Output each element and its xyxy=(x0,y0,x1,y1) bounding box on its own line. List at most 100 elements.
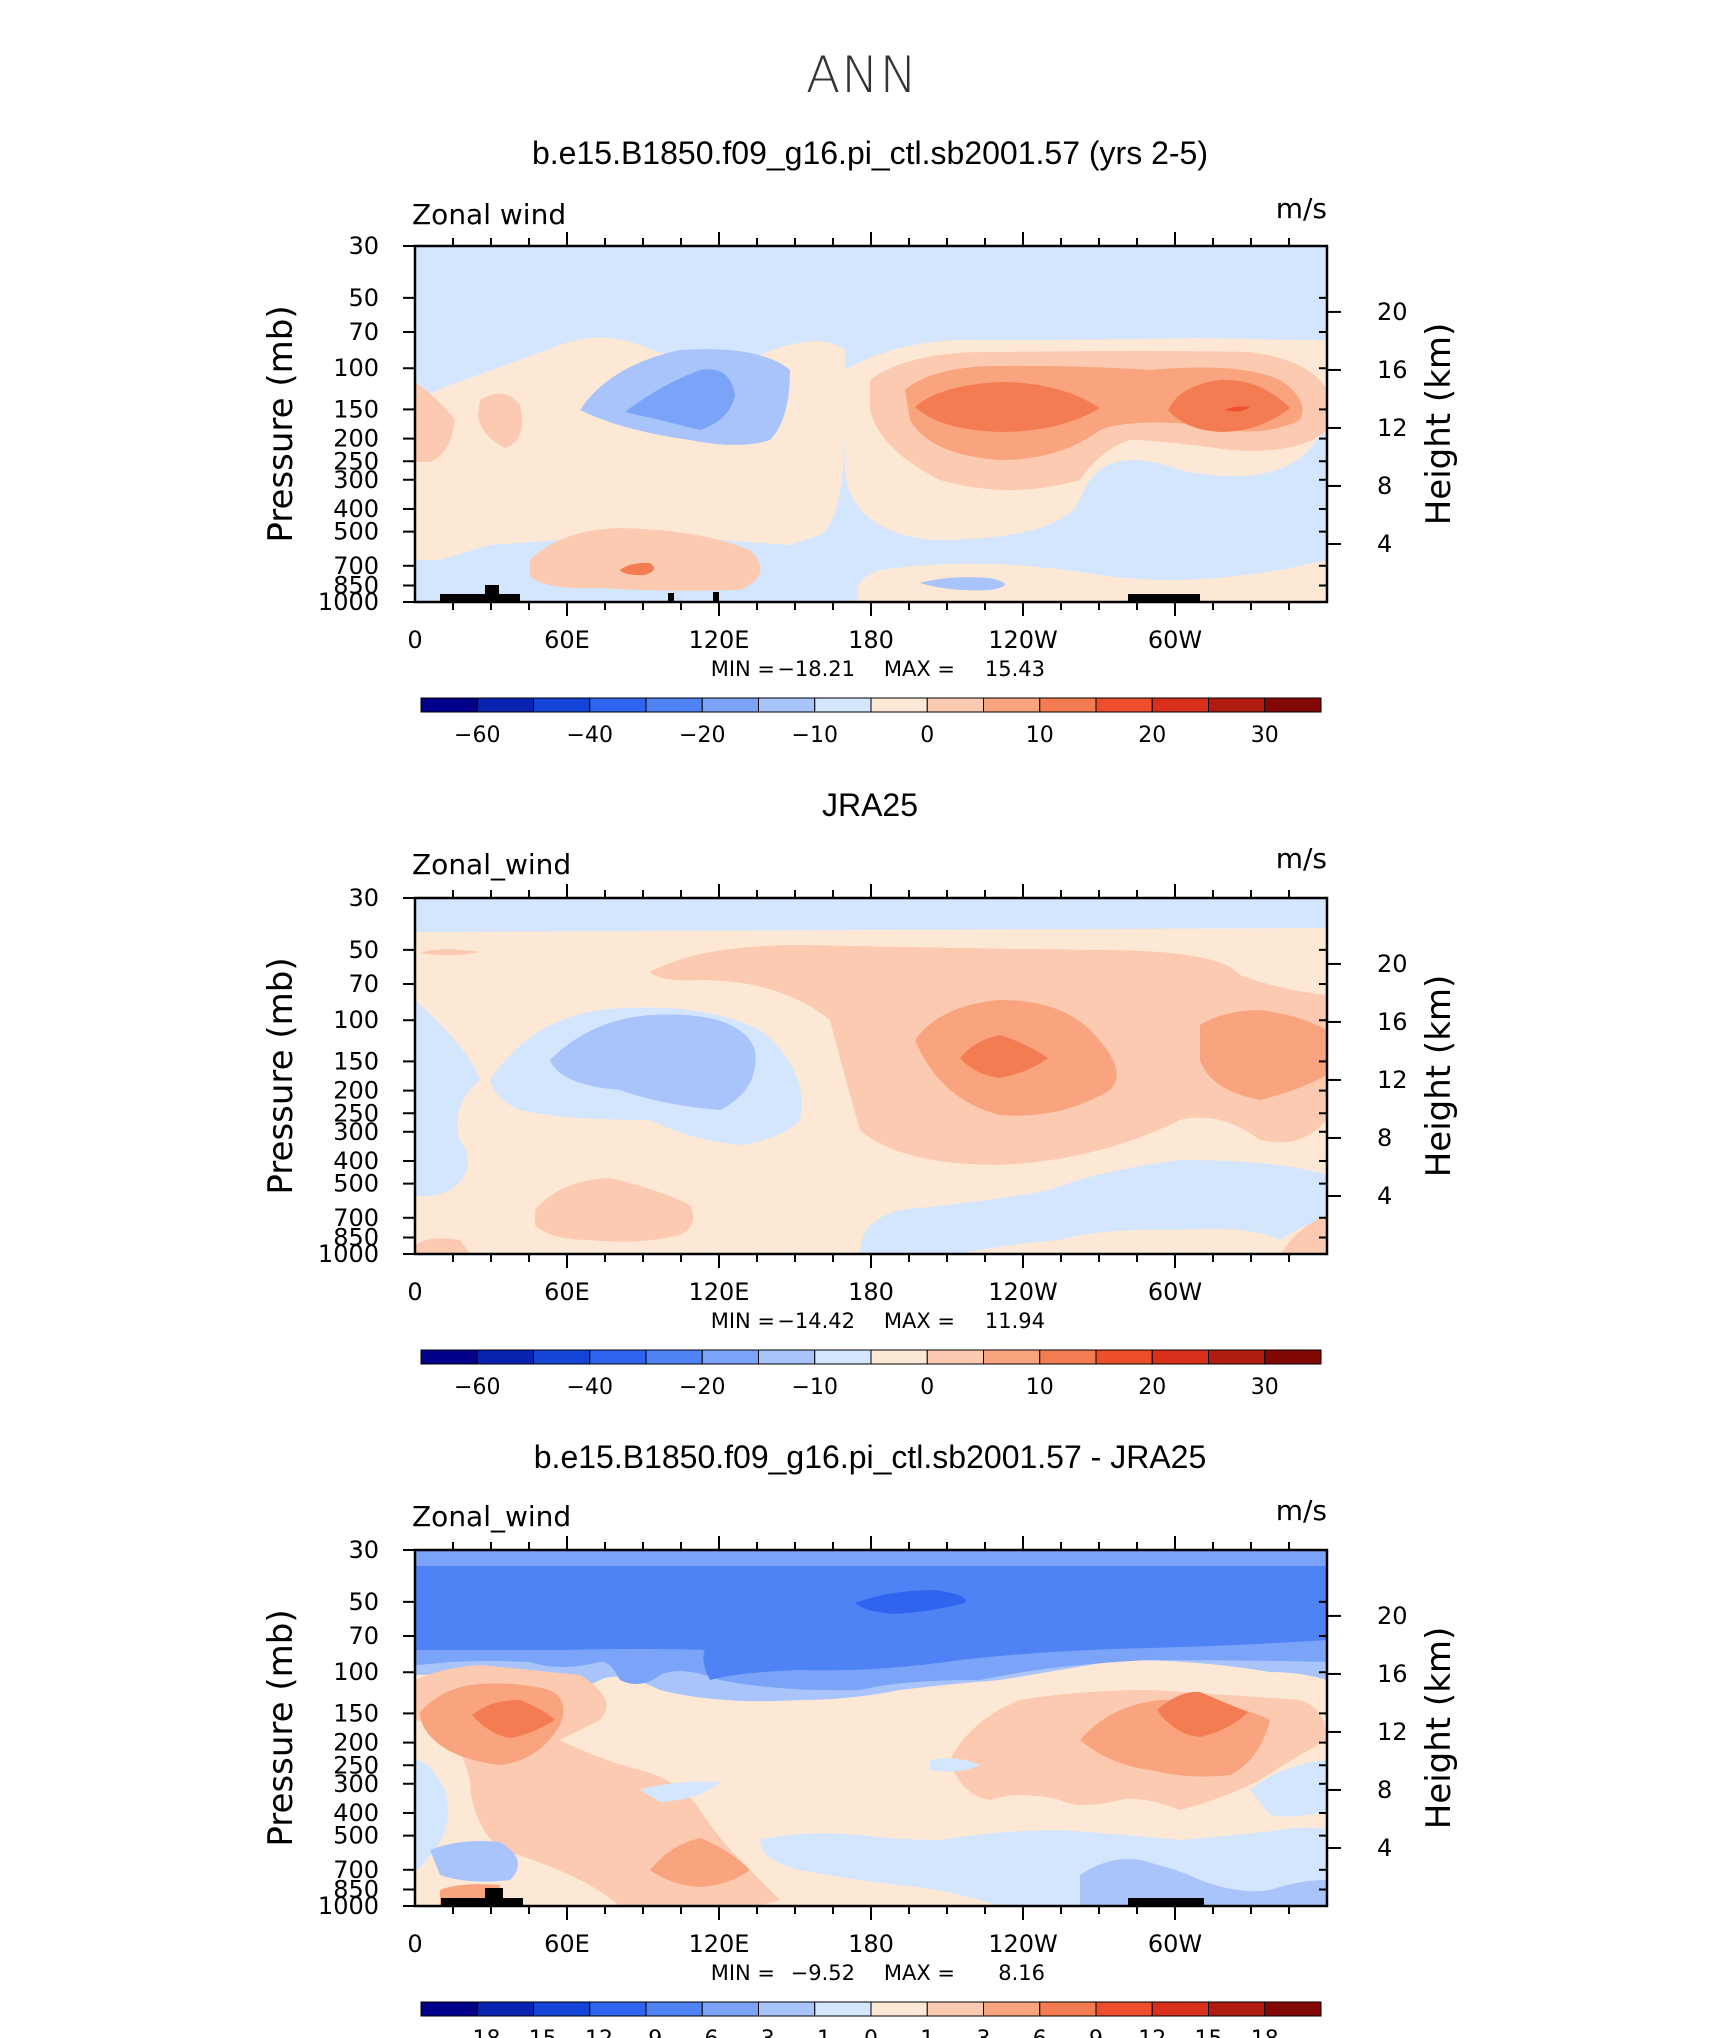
contour-fill xyxy=(650,1838,750,1887)
x-tick-label: 60E xyxy=(544,626,590,654)
colorbar-swatch xyxy=(533,1349,591,1365)
x-tick-label: 120E xyxy=(689,1278,750,1306)
colorbar-tick-label: −1 xyxy=(799,2027,831,2038)
contour-fill xyxy=(415,1238,470,1254)
contour-fill xyxy=(1250,1760,1327,1817)
y-tick-label: 200 xyxy=(333,1729,379,1757)
y-tick-label: 400 xyxy=(333,495,379,523)
y-tick-label: 1000 xyxy=(318,588,379,616)
land-mask xyxy=(1128,594,1200,602)
y-tick-label: 150 xyxy=(333,1047,379,1075)
contour-fill xyxy=(625,369,735,430)
colorbar-tick-label: 3 xyxy=(977,2027,991,2038)
max-value: 15.43 xyxy=(985,657,1045,681)
figure-title: ANN xyxy=(806,46,918,104)
axes: 0 60E 120E 180 120W 60W3050701001502002503004… xyxy=(318,1536,1408,1958)
x-tick-label: 60W xyxy=(1148,626,1202,654)
contour-field xyxy=(415,898,1327,1254)
y-tick-label: 30 xyxy=(348,232,379,260)
y2-tick-label: 4 xyxy=(1377,1834,1392,1862)
colorbar-tick-label: −9 xyxy=(630,2027,662,2038)
colorbar-swatch xyxy=(589,2001,647,2017)
y-tick-label: 200 xyxy=(333,425,379,453)
colorbar-tick-label: −10 xyxy=(792,1375,838,1400)
x-tick-label: 180 xyxy=(848,1930,894,1958)
contour-fill xyxy=(478,393,523,448)
colorbar-swatch xyxy=(926,1349,984,1365)
colorbar-swatch xyxy=(533,697,591,713)
colorbar-tick-label: −40 xyxy=(567,1375,613,1400)
contour-field xyxy=(415,1550,1327,1906)
y-tick-label: 250 xyxy=(333,1099,379,1127)
y-tick-label: 50 xyxy=(348,1588,379,1616)
y-tick-label: 400 xyxy=(333,1799,379,1827)
colorbar-swatch xyxy=(420,1349,478,1365)
y-tick-label: 50 xyxy=(348,284,379,312)
colorbar-swatch xyxy=(1264,697,1322,713)
contour-fill xyxy=(1225,406,1250,412)
colorbar-tick-label: 18 xyxy=(1251,2027,1279,2038)
colorbar-tick-label: 9 xyxy=(1089,2027,1103,2038)
colorbar-swatch xyxy=(476,697,534,713)
colorbar-swatch xyxy=(476,2001,534,2017)
y-tick-label: 700 xyxy=(333,1856,379,1884)
min-value: −18.21 xyxy=(777,657,855,681)
colorbar: −18 −15 −12 −9 −6 −3 −1 0 1 3 6 9 12 15 18 xyxy=(420,2001,1322,2038)
panel-difference: b.e15.B1850.f09_g16.pi_ctl.sb2001.57 - J… xyxy=(261,1439,1459,2038)
y-tick-label: 250 xyxy=(333,1751,379,1779)
colorbar-swatch xyxy=(983,2001,1041,2017)
units-label: m/s xyxy=(1276,192,1327,225)
colorbar-tick-label: −3 xyxy=(742,2027,774,2038)
max-label: MAX = xyxy=(884,1961,955,1985)
colorbar-tick-label: 0 xyxy=(920,723,934,748)
x-tick-label: 0 xyxy=(407,1930,422,1958)
colorbar-swatch xyxy=(983,697,1041,713)
colorbar-swatch xyxy=(701,2001,759,2017)
contour-fill xyxy=(535,1178,694,1242)
colorbar-tick-label: −20 xyxy=(679,723,725,748)
colorbar-swatch xyxy=(645,1349,703,1365)
colorbar-tick-label: 0 xyxy=(864,2027,878,2038)
y2-axis-title: Height (km) xyxy=(1419,975,1459,1178)
y-tick-label: 70 xyxy=(348,1622,379,1650)
y2-tick-label: 4 xyxy=(1377,530,1392,558)
max-label: MAX = xyxy=(884,1309,955,1333)
y-axis-title: Pressure (mb) xyxy=(261,957,301,1194)
contour-field xyxy=(415,246,1327,602)
colorbar-tick-label: −60 xyxy=(454,723,500,748)
land-mask xyxy=(668,593,674,602)
y-tick-label: 700 xyxy=(333,552,379,580)
y-tick-label: 850 xyxy=(333,572,379,600)
colorbar-tick-label: 10 xyxy=(1026,1375,1054,1400)
colorbar-swatch xyxy=(1208,1349,1266,1365)
colorbar-swatch xyxy=(1095,2001,1153,2017)
contour-fill xyxy=(1168,379,1290,432)
contour-fill xyxy=(415,898,1327,932)
colorbar-swatch xyxy=(870,1349,928,1365)
y-tick-label: 500 xyxy=(333,1822,379,1850)
colorbar-tick-label: 15 xyxy=(1195,2027,1223,2038)
panel-title: JRA25 xyxy=(822,787,918,823)
x-tick-label: 180 xyxy=(848,626,894,654)
land-mask xyxy=(485,1888,503,1898)
colorbar-swatch xyxy=(1208,2001,1266,2017)
contour-fill xyxy=(430,1841,518,1882)
axes: 0 60E 120E 180 120W 60W3050701001502002503004… xyxy=(318,232,1408,654)
colorbar-tick-label: 20 xyxy=(1138,723,1166,748)
y-tick-label: 1000 xyxy=(318,1892,379,1920)
y-tick-label: 500 xyxy=(333,518,379,546)
x-tick-label: 60E xyxy=(544,1278,590,1306)
axes: 0 60E 120E 180 120W 60W3050701001502002503004… xyxy=(318,884,1408,1306)
y2-tick-label: 4 xyxy=(1377,1182,1392,1210)
y2-axis-title: Height (km) xyxy=(1419,323,1459,526)
colorbar-tick-label: −18 xyxy=(454,2027,500,2038)
contour-fill xyxy=(640,1781,720,1802)
colorbar-swatch xyxy=(589,697,647,713)
y2-tick-label: 16 xyxy=(1377,356,1408,384)
y-tick-label: 500 xyxy=(333,1170,379,1198)
contour-fill xyxy=(415,440,464,536)
y2-tick-label: 12 xyxy=(1377,1066,1408,1094)
x-tick-label: 180 xyxy=(848,1278,894,1306)
panel-title: b.e15.B1850.f09_g16.pi_ctl.sb2001.57 - J… xyxy=(534,1439,1207,1475)
y-tick-label: 850 xyxy=(333,1224,379,1252)
